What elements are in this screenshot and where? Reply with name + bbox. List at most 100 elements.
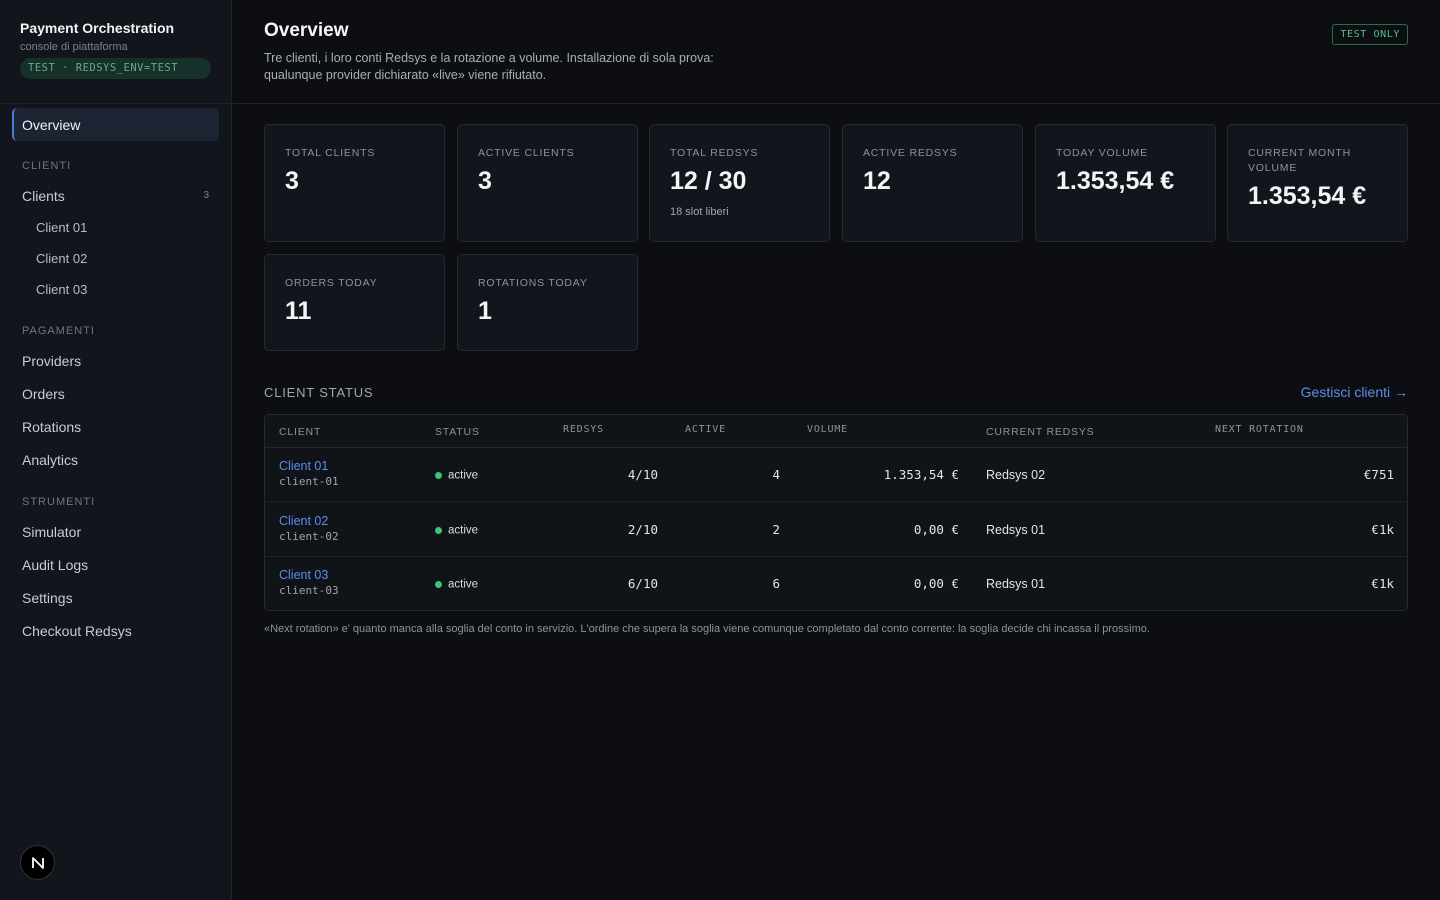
next-rotation: €1k <box>1371 576 1394 591</box>
client-slug: client-02 <box>279 530 339 543</box>
stat-label: ROTATIONS TODAY <box>478 277 588 289</box>
app-logo[interactable] <box>20 845 55 880</box>
sidebar-item-providers[interactable]: Providers <box>12 344 219 377</box>
section-label-strumenti: STRUMENTI <box>22 496 96 508</box>
stat-label: TOTAL CLIENTS <box>285 147 376 159</box>
table-row: Client 01 client-01 active 4/10 4 1.353,… <box>265 448 1407 502</box>
sidebar-item-client-02[interactable]: Client 02 <box>12 243 219 274</box>
stat-card-active-redsys: ACTIVE REDSYS 12 <box>842 124 1023 242</box>
status-cell: active <box>435 577 478 591</box>
table-header-row: CLIENT STATUS REDSYS ACTIVE VOLUME CURRE… <box>265 415 1407 448</box>
env-badge: TEST · REDSYS_ENV=TEST <box>20 58 211 79</box>
sidebar-item-label: Providers <box>22 352 82 369</box>
sidebar-item-label: Clients <box>22 187 65 204</box>
section-title: CLIENT STATUS <box>264 385 374 400</box>
current-redsys: Redsys 01 <box>986 577 1046 591</box>
column-header-redsys: REDSYS <box>563 424 604 435</box>
stat-label: ORDERS TODAY <box>285 277 378 289</box>
status-cell: active <box>435 523 478 537</box>
status-text: active <box>448 524 479 537</box>
stat-card-total-clients: TOTAL CLIENTS 3 <box>264 124 445 242</box>
stat-card-today-volume: TODAY VOLUME 1.353,54 € <box>1035 124 1216 242</box>
sidebar-item-settings[interactable]: Settings <box>12 581 219 614</box>
sidebar-item-label: Client 02 <box>36 251 88 266</box>
client-status-table: CLIENT STATUS REDSYS ACTIVE VOLUME CURRE… <box>264 414 1408 611</box>
next-rotation: €1k <box>1371 522 1394 537</box>
brand-title: Payment Orchestration <box>20 20 175 36</box>
manage-clients-link[interactable]: Gestisci clienti → <box>1300 384 1408 400</box>
sidebar-item-label: Client 03 <box>36 282 88 297</box>
stat-subtext: 18 slot liberi <box>670 206 729 218</box>
brand-subtitle: console di piattaforma <box>20 41 128 53</box>
client-link[interactable]: Client 01 <box>279 459 329 473</box>
volume-value: 0,00 € <box>913 522 959 537</box>
sidebar-item-overview[interactable]: Overview <box>12 108 219 141</box>
sidebar-item-orders[interactable]: Orders <box>12 377 219 410</box>
clients-count-badge: 3 <box>203 190 209 201</box>
client-cell: Client 01 client-01 <box>279 459 339 488</box>
page-header: Overview Tre clienti, i loro conti Redsy… <box>233 0 1440 104</box>
sidebar-item-label: Orders <box>22 385 65 402</box>
client-cell: Client 03 client-03 <box>279 568 339 597</box>
volume-value: 1.353,54 € <box>883 467 959 482</box>
client-slug: client-01 <box>279 475 339 488</box>
page-description: Tre clienti, i loro conti Redsys e la ro… <box>264 51 714 82</box>
logo-n-icon <box>31 856 44 869</box>
sidebar-item-simulator[interactable]: Simulator <box>12 515 219 548</box>
column-header-active: ACTIVE <box>685 424 726 435</box>
sidebar-item-client-01[interactable]: Client 01 <box>12 212 219 243</box>
client-slug: client-03 <box>279 584 339 597</box>
table-row: Client 03 client-03 active 6/10 6 0,00 €… <box>265 557 1407 610</box>
table-row: Client 02 client-02 active 2/10 2 0,00 €… <box>265 503 1407 557</box>
sidebar-item-checkout-redsys[interactable]: Checkout Redsys <box>12 614 219 647</box>
page-title: Overview <box>264 20 349 41</box>
sidebar-item-label: Simulator <box>22 523 82 540</box>
main-content: Overview Tre clienti, i loro conti Redsy… <box>233 0 1440 900</box>
stat-card-current-month-volume: CURRENT MONTH VOLUME 1.353,54 € <box>1227 124 1408 242</box>
column-header-volume: VOLUME <box>807 424 848 435</box>
stat-value: 3 <box>478 167 492 195</box>
current-redsys: Redsys 01 <box>986 523 1046 537</box>
status-text: active <box>448 469 479 482</box>
active-count: 4 <box>772 467 780 482</box>
stat-card-orders-today: ORDERS TODAY 11 <box>264 254 445 351</box>
client-cell: Client 02 client-02 <box>279 514 339 543</box>
stat-label: CURRENT MONTH VOLUME <box>1248 147 1351 174</box>
redsys-count: 2/10 <box>627 522 658 537</box>
sidebar-item-label: Settings <box>22 589 73 606</box>
column-header-current-redsys: CURRENT REDSYS <box>986 426 1095 438</box>
sidebar-item-audit-logs[interactable]: Audit Logs <box>12 548 219 581</box>
client-link[interactable]: Client 03 <box>279 568 329 582</box>
stat-value: 1.353,54 € <box>1248 182 1367 210</box>
sidebar-nav: Overview CLIENTI Clients 3 Client 01 Cli… <box>0 104 231 647</box>
section-label-clienti: CLIENTI <box>22 160 72 172</box>
sidebar-item-client-03[interactable]: Client 03 <box>12 274 219 305</box>
stat-value: 11 <box>285 297 312 325</box>
client-status-header: CLIENT STATUS Gestisci clienti → <box>264 384 1408 402</box>
sidebar-item-label: Rotations <box>22 418 82 435</box>
column-header-status: STATUS <box>435 426 480 438</box>
client-link[interactable]: Client 02 <box>279 514 329 528</box>
sidebar-item-label: Checkout Redsys <box>22 622 132 639</box>
brand-block: Payment Orchestration console di piattaf… <box>0 0 231 104</box>
sidebar: Payment Orchestration console di piattaf… <box>0 0 232 900</box>
next-rotation: €751 <box>1363 467 1394 482</box>
sidebar-item-rotations[interactable]: Rotations <box>12 410 219 443</box>
stat-value: 12 <box>863 167 891 195</box>
stat-value: 3 <box>285 167 299 195</box>
stat-card-total-redsys: TOTAL REDSYS 12 / 30 18 slot liberi <box>649 124 830 242</box>
stat-label: TOTAL REDSYS <box>670 147 759 159</box>
sidebar-item-label: Client 01 <box>36 220 88 235</box>
status-dot-icon <box>435 581 442 589</box>
stat-card-active-clients: ACTIVE CLIENTS 3 <box>457 124 638 242</box>
sidebar-item-analytics[interactable]: Analytics <box>12 443 219 476</box>
status-cell: active <box>435 468 478 482</box>
sidebar-item-clients[interactable]: Clients 3 <box>12 179 219 212</box>
section-label-pagamenti: PAGAMENTI <box>22 325 95 337</box>
test-only-badge: TEST ONLY <box>1332 24 1408 45</box>
column-header-client: CLIENT <box>279 426 322 438</box>
table-footnote: «Next rotation» e' quanto manca alla sog… <box>264 623 1150 635</box>
stat-label: ACTIVE CLIENTS <box>478 147 575 159</box>
sidebar-item-label: Audit Logs <box>22 556 89 573</box>
sidebar-item-label: Analytics <box>22 451 79 468</box>
